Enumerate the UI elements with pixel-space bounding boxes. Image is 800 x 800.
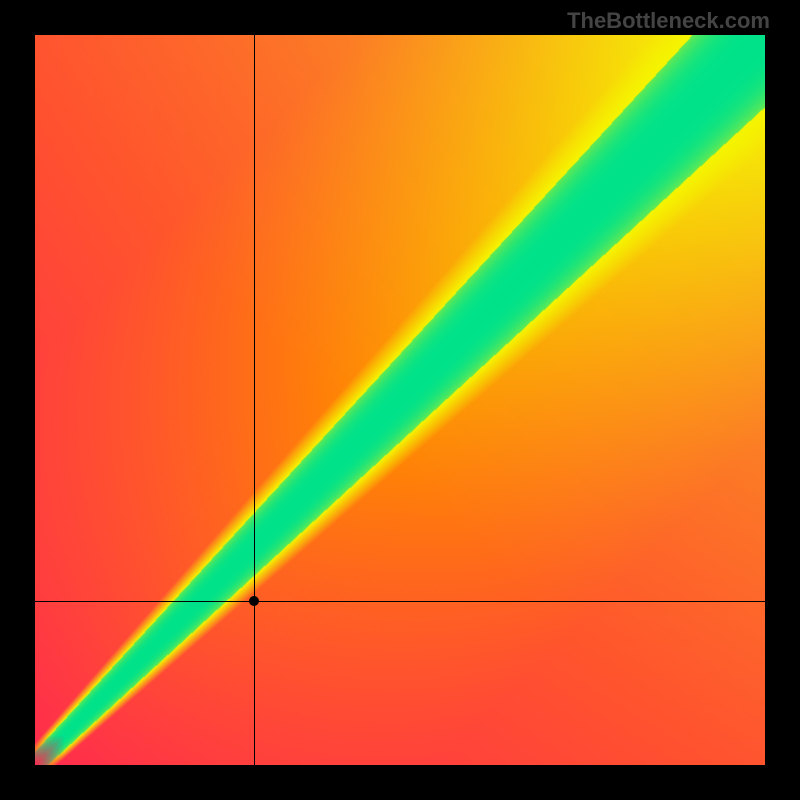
crosshair-horizontal — [35, 601, 765, 602]
watermark-text: TheBottleneck.com — [567, 8, 770, 34]
bottleneck-heatmap — [35, 35, 765, 765]
plot-area — [35, 35, 765, 765]
current-point-marker — [249, 596, 259, 606]
crosshair-vertical — [254, 35, 255, 765]
